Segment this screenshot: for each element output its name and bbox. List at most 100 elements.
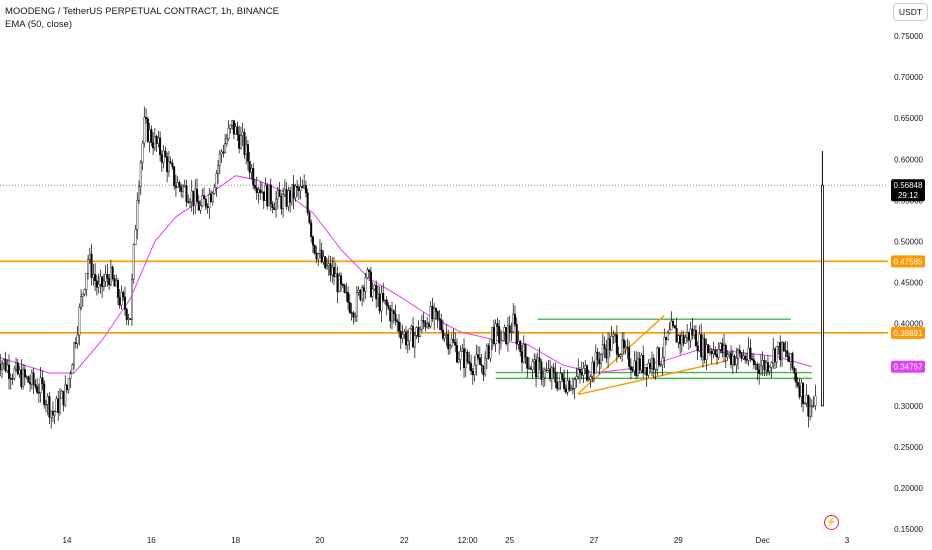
candle-body — [589, 376, 592, 380]
candle-body — [382, 293, 385, 301]
candle-body — [16, 362, 19, 375]
symbol-title[interactable]: MOODENG / TetherUS PERPETUAL CONTRACT, 1… — [5, 6, 279, 17]
candle-body — [740, 353, 743, 359]
candle-body — [8, 364, 11, 379]
candle-body — [376, 294, 379, 300]
candle-body — [559, 373, 562, 382]
candle-body — [408, 328, 411, 342]
candle-body — [461, 348, 464, 352]
candle-body — [60, 390, 63, 399]
candle-body — [608, 338, 611, 351]
candle-body — [773, 348, 776, 363]
candle-body — [348, 302, 351, 313]
candle-body — [670, 320, 673, 331]
candle-body — [738, 349, 741, 354]
time-axis: 14 16 18 20 22 12:00 25 27 29 Dec 3 — [63, 536, 850, 545]
candle-body — [494, 323, 497, 344]
candle-body — [636, 358, 639, 376]
candle-body — [118, 297, 121, 306]
candle-body — [561, 373, 564, 380]
candle-body — [280, 196, 283, 210]
candle-body — [672, 320, 675, 326]
candle-body — [352, 312, 355, 318]
candle-body — [415, 327, 418, 336]
candle-body — [554, 371, 557, 383]
candle-body — [427, 323, 430, 327]
candle-body — [122, 292, 125, 298]
resistance-lower-text: 0.38891 — [894, 329, 923, 338]
candle-body — [456, 345, 459, 363]
x-tick-label: 25 — [505, 536, 514, 545]
candle-body — [809, 406, 812, 417]
x-tick-label: 12:00 — [458, 536, 479, 545]
candle-body — [303, 185, 306, 189]
candle-body — [289, 190, 292, 203]
candle-body — [730, 352, 733, 365]
candle-body — [278, 189, 281, 197]
candle-body — [20, 369, 23, 388]
y-tick-label: 0.25000 — [894, 443, 923, 452]
ema-indicator-label[interactable]: EMA (50, close) — [5, 19, 73, 30]
candle-body — [478, 357, 481, 365]
candle-body — [515, 324, 518, 345]
currency-button[interactable]: USDT — [893, 3, 928, 21]
candle-body — [619, 354, 622, 357]
candle-body — [391, 310, 394, 322]
candle-body — [696, 346, 699, 352]
candle-body — [651, 358, 654, 369]
y-tick-label: 0.60000 — [894, 155, 923, 164]
candle-body — [141, 142, 144, 164]
candle-body — [682, 335, 685, 344]
candle-body — [195, 188, 198, 202]
candle-body — [438, 318, 441, 320]
x-tick-label: 18 — [231, 536, 240, 545]
candle-body — [556, 382, 559, 389]
candle-body — [617, 353, 620, 357]
candle-body — [6, 364, 9, 372]
candle-body — [793, 367, 796, 374]
candle-body — [538, 357, 541, 362]
candle-body — [194, 188, 197, 206]
candle-body — [742, 355, 745, 359]
candle-body — [631, 369, 634, 372]
candle-body — [378, 294, 381, 312]
candle-body — [387, 305, 390, 309]
candle-body — [549, 368, 552, 379]
candle-body — [362, 287, 365, 292]
resistance-lower-tag — [891, 326, 925, 339]
candle-body — [628, 347, 631, 367]
candle-body — [615, 334, 618, 355]
candle-body — [73, 342, 76, 366]
candle-body — [712, 350, 715, 354]
candle-body — [87, 259, 90, 274]
candle-body — [174, 185, 177, 188]
candle-body — [120, 292, 123, 306]
y-tick-label: 0.75000 — [894, 32, 923, 41]
candle-body — [587, 379, 590, 381]
flash-icon[interactable]: ⚡ — [824, 515, 839, 530]
candle-body — [610, 336, 613, 351]
candle-body — [333, 267, 336, 277]
candle-body — [698, 334, 701, 352]
candle-body — [513, 313, 516, 325]
candle-body — [248, 161, 251, 173]
candle-body — [108, 278, 111, 285]
candle-body — [557, 381, 560, 389]
candle-body — [250, 167, 253, 173]
candle-body — [810, 405, 813, 408]
candle-body — [208, 193, 211, 209]
candle-body — [812, 405, 815, 407]
candle-body — [166, 156, 169, 172]
candle-body — [336, 273, 339, 293]
candle-body — [88, 253, 91, 260]
candle-body — [596, 351, 599, 360]
candle-body — [517, 340, 520, 345]
candle-body — [621, 339, 624, 355]
candle-body — [304, 185, 307, 194]
candle-body — [104, 273, 107, 282]
candle-body — [803, 403, 806, 405]
candle-body — [492, 327, 495, 344]
candle-body — [203, 195, 206, 200]
candle-body — [466, 352, 469, 362]
